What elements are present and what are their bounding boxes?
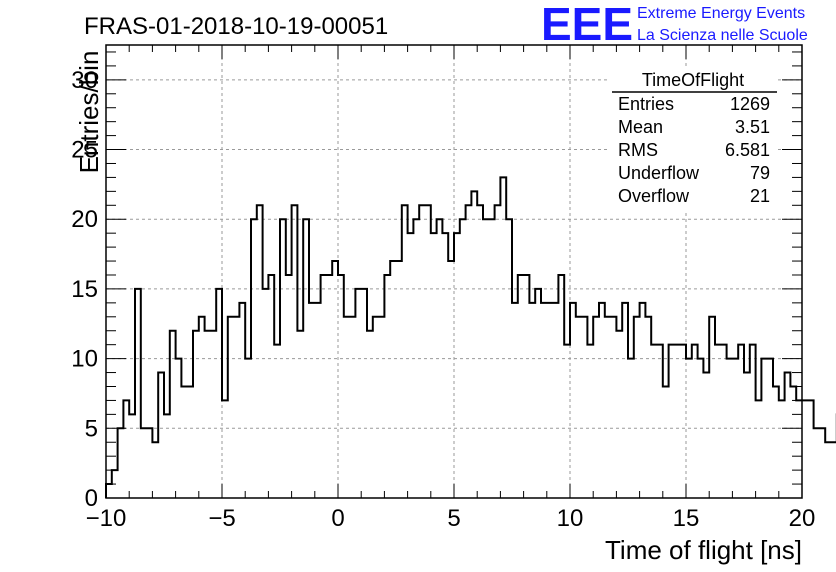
stats-label: Overflow <box>618 186 690 206</box>
y-tick-label: 0 <box>85 485 98 512</box>
stats-value: 21 <box>750 186 770 206</box>
stats-box: TimeOfFlight Entries 1269 Mean 3.51 RMS 6.581… <box>610 68 778 210</box>
logo-line-1: Extreme Energy Events <box>637 5 805 22</box>
x-tick-labels: −10 −5 0 5 10 15 20 <box>86 505 816 532</box>
stats-label: Mean <box>618 117 663 137</box>
eee-logo: EEE Extreme Energy Events La Scienza nel… <box>541 0 808 50</box>
histogram-line <box>105 176 836 498</box>
x-tick-label: −10 <box>86 505 127 532</box>
x-tick-label: 15 <box>673 505 700 532</box>
y-tick-label: 15 <box>71 276 98 303</box>
y-tick-label: 20 <box>71 206 98 233</box>
chart-title: FRAS-01-2018-10-19-00051 <box>84 13 388 40</box>
logo-line-2: La Scienza nelle Scuole <box>637 27 808 44</box>
stats-label: Entries <box>618 94 674 114</box>
stats-value: 6.581 <box>725 140 770 160</box>
x-tick-label: 10 <box>557 505 584 532</box>
y-tick-label: 10 <box>71 346 98 373</box>
stats-value: 3.51 <box>735 117 770 137</box>
x-axis-label: Time of flight [ns] <box>605 535 802 565</box>
x-tick-label: 5 <box>447 505 460 532</box>
x-tick-label: −5 <box>208 505 235 532</box>
logo-letters: EEE <box>541 0 633 50</box>
histogram-series <box>105 176 836 498</box>
y-axis-label: Entries/bin <box>74 51 104 174</box>
stats-label: RMS <box>618 140 658 160</box>
stats-label: Underflow <box>618 163 700 183</box>
stats-value: 1269 <box>730 94 770 114</box>
stats-rows: Entries 1269 Mean 3.51 RMS 6.581 Underflow 79 Ov… <box>618 94 770 206</box>
plot-frame <box>105 44 803 499</box>
y-tick-label: 30 <box>71 67 98 94</box>
x-tick-label: 20 <box>789 505 816 532</box>
stats-value: 79 <box>750 163 770 183</box>
y-tick-label: 5 <box>85 415 98 442</box>
y-tick-label: 25 <box>71 137 98 164</box>
stats-title: TimeOfFlight <box>642 70 744 90</box>
x-tick-label: 0 <box>331 505 344 532</box>
axis-ticks <box>105 45 803 499</box>
y-tick-labels: 0 5 10 15 20 25 30 <box>71 67 98 512</box>
